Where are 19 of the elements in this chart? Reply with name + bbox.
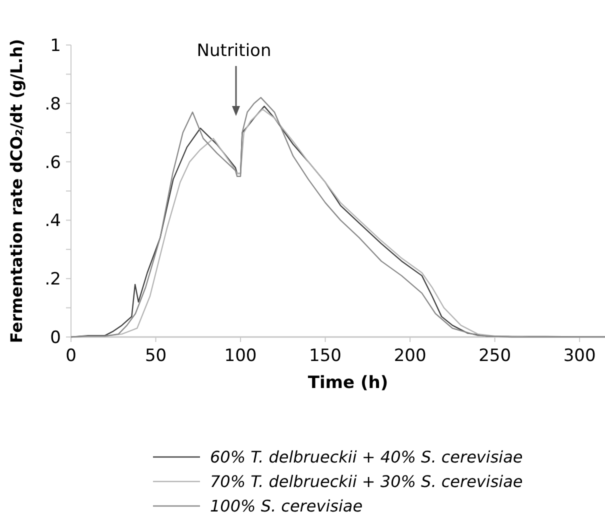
y-axis-title: Fermentation rate dCO₂/dt (g/L.h): [7, 38, 26, 344]
x-tick-label: 200: [394, 346, 426, 366]
y-tick-label: 0: [50, 328, 61, 348]
annotation: Nutrition: [196, 41, 272, 61]
x-tick-label: 300: [563, 346, 596, 366]
y-tick-label: .8: [44, 94, 61, 114]
y-tick-label: .4: [44, 211, 61, 232]
legend-label: 100% S. cerevisiae: [210, 496, 363, 516]
x-tick-label: 250: [478, 346, 512, 366]
legend-label: 70% T. delbrueckii + 30% S. cerevisiae: [210, 472, 523, 492]
x-axis-title: Time (h): [308, 373, 388, 393]
x-tick-label: 50: [144, 346, 167, 366]
y-tick-label: .6: [44, 152, 61, 173]
x-tick-label: 100: [224, 346, 257, 366]
x-tick-label: 150: [309, 346, 342, 366]
y-tick-label: .2: [44, 270, 61, 290]
y-tick-label: 1: [50, 36, 61, 56]
legend-label: 60% T. delbrueckii + 40% S. cerevisiae: [210, 448, 523, 467]
x-tick-label: 0: [66, 346, 76, 366]
